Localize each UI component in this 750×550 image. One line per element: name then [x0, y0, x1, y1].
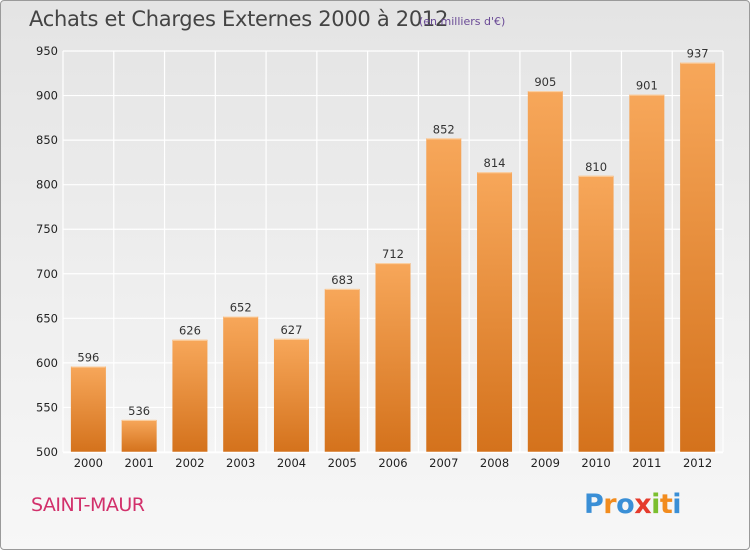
value-label: 937 [687, 47, 709, 61]
y-tick-label: 700 [36, 267, 58, 281]
x-tick-label: 2003 [226, 456, 255, 470]
y-tick-label: 800 [36, 178, 58, 192]
x-tick-label: 2001 [125, 456, 154, 470]
x-tick-label: 2009 [531, 456, 560, 470]
commune-name: SAINT-MAUR [31, 494, 145, 516]
bar-2007 [426, 138, 462, 452]
bar-2006 [375, 263, 411, 452]
x-tick-label: 2002 [175, 456, 204, 470]
value-label: 852 [433, 122, 455, 136]
bar-2004 [273, 338, 309, 452]
y-tick-label: 750 [36, 222, 58, 236]
x-tick-label: 2011 [632, 456, 661, 470]
x-tick-label: 2004 [277, 456, 306, 470]
axis-layer: 500 550 600 650 700 750 800 850 900 950 596 2000 536… [36, 44, 723, 470]
value-label: 652 [230, 301, 252, 315]
logo-letter: o [616, 489, 635, 520]
bar-2009 [527, 91, 563, 452]
y-tick-label: 850 [36, 133, 58, 147]
y-tick-label: 650 [36, 311, 58, 325]
logo-letter: t [659, 489, 673, 520]
y-tick-label: 950 [36, 44, 58, 58]
bar-layer [70, 62, 716, 453]
x-tick-label: 2006 [378, 456, 407, 470]
x-tick-label: 2000 [74, 456, 103, 470]
bar-2010 [578, 175, 614, 452]
y-tick-label: 500 [36, 445, 58, 459]
value-label: 627 [280, 323, 302, 337]
value-label: 536 [128, 404, 150, 418]
bar-2012 [680, 62, 716, 453]
bar-2003 [223, 316, 259, 452]
logo-letter: P [584, 489, 604, 520]
value-label: 596 [77, 350, 99, 364]
bar-2001 [121, 419, 157, 452]
logo-letter: i [651, 489, 660, 520]
bar-2005 [324, 288, 360, 452]
y-tick-label: 600 [36, 356, 58, 370]
bar-2011 [629, 94, 665, 453]
value-label: 683 [331, 273, 353, 287]
chart-title: Achats et Charges Externes 2000 à 2012 [29, 7, 449, 31]
y-tick-label: 900 [36, 89, 58, 103]
value-label: 814 [484, 156, 506, 170]
logo-letter: i [672, 489, 682, 520]
value-label: 626 [179, 324, 201, 338]
value-label: 901 [636, 79, 658, 93]
proxiti-logo: Proxiti [584, 489, 682, 520]
x-tick-label: 2008 [480, 456, 509, 470]
x-tick-label: 2010 [581, 456, 610, 470]
y-tick-label: 550 [36, 400, 58, 414]
x-tick-label: 2007 [429, 456, 458, 470]
bar-2008 [477, 172, 513, 453]
bar-2000 [70, 366, 106, 452]
value-label: 712 [382, 247, 404, 261]
chart-unit: (en milliers d'€) [419, 15, 506, 28]
x-tick-label: 2012 [683, 456, 712, 470]
value-label: 905 [534, 75, 556, 89]
value-label: 810 [585, 160, 607, 174]
logo-letter: x [634, 489, 652, 520]
logo-letter: r [603, 489, 617, 520]
x-tick-label: 2005 [328, 456, 357, 470]
bar-2002 [172, 339, 208, 452]
